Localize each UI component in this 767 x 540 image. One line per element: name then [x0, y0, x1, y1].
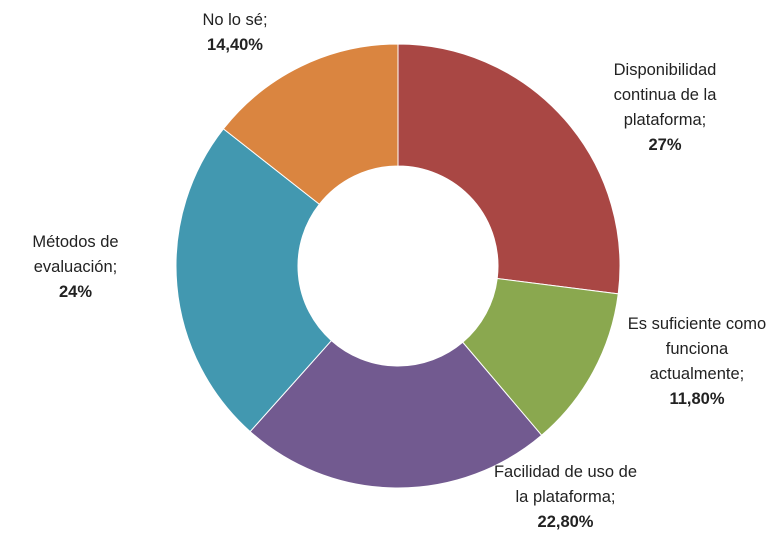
category-label: Métodos de evaluación; [32, 233, 119, 276]
data-label: Métodos de evaluación; 24% [8, 230, 143, 305]
value-label: 11,80% [669, 390, 725, 408]
data-label: Es suficiente como funciona actualmente;… [627, 312, 767, 412]
donut-slice [222, 43, 399, 205]
donut-slice [397, 43, 621, 295]
category-label: Disponibilidad continua de la plataforma… [613, 61, 717, 129]
value-label: 27% [648, 136, 682, 154]
data-label: Facilidad de uso de la plataforma; 22,80% [488, 460, 643, 535]
value-label: 24% [58, 283, 93, 301]
data-label: Disponibilidad continua de la plataforma… [595, 58, 735, 158]
category-label: Es suficiente como funciona actualmente; [627, 315, 767, 383]
data-label: No lo sé; 14,40% [170, 8, 300, 58]
category-label: Facilidad de uso de la plataforma; [493, 463, 638, 506]
category-label: No lo sé; [202, 11, 268, 29]
donut-slice [175, 128, 333, 433]
donut-slice [462, 277, 619, 436]
value-label: 22,80% [537, 513, 594, 531]
value-label: 14,40% [207, 36, 263, 54]
donut-slice [249, 339, 543, 489]
